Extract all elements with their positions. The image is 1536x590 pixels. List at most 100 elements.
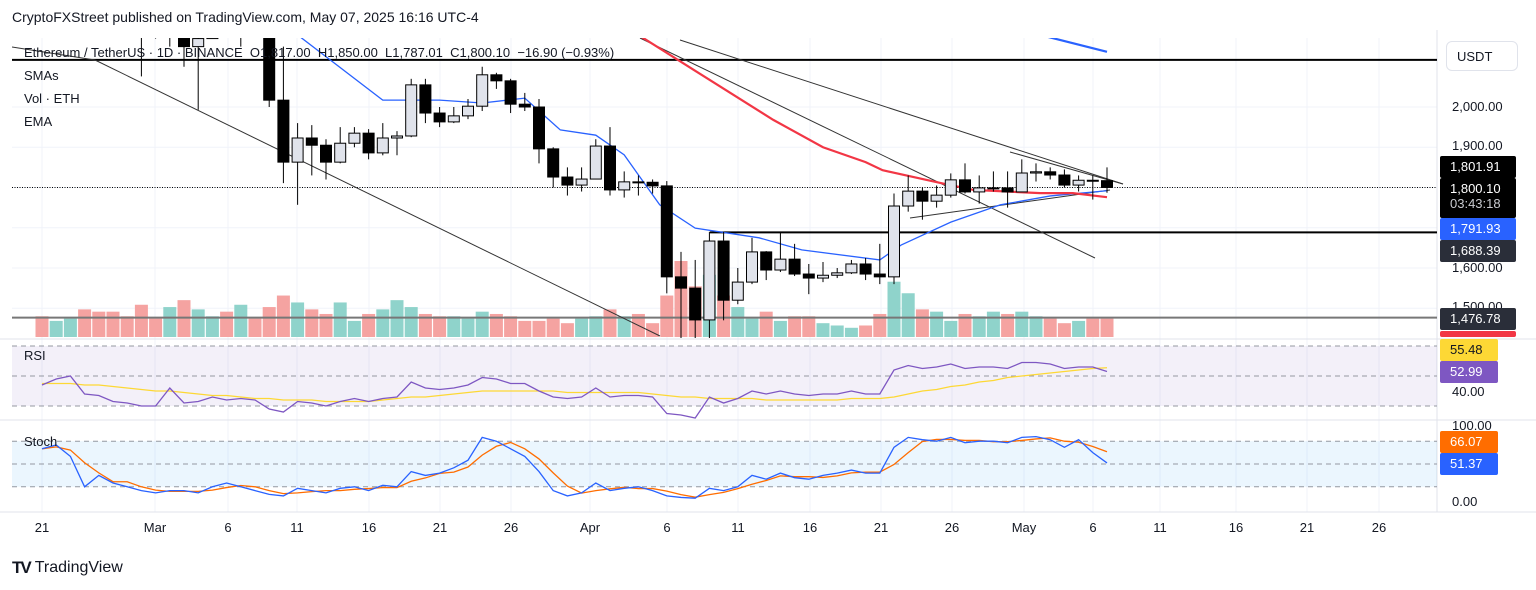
- trendline: [12, 46, 96, 61]
- rsi-tick: 40.00: [1452, 384, 1485, 399]
- volume-bar: [944, 320, 958, 337]
- volume-bar: [518, 320, 532, 337]
- volume-bar: [617, 316, 631, 337]
- candle-body: [504, 80, 517, 105]
- time-tick: 26: [503, 520, 519, 535]
- volume-bar: [404, 307, 418, 337]
- volume-bar: [333, 302, 347, 337]
- trendline: [639, 38, 1096, 259]
- candle-body: [717, 240, 730, 301]
- volume-bar: [589, 316, 603, 337]
- volume-bar: [859, 325, 873, 337]
- volume-bar: [276, 295, 290, 337]
- volume-bar: [773, 320, 787, 337]
- legend-rsi[interactable]: RSI: [24, 348, 46, 363]
- time-tick: 21: [873, 520, 889, 535]
- stoch-k-line: [41, 435, 1108, 499]
- candle-body: [632, 181, 645, 184]
- badge-high-line: 1,801.91: [1440, 156, 1516, 178]
- volume-bar: [901, 293, 915, 337]
- candle-body: [518, 103, 531, 108]
- time-tick: 16: [802, 520, 818, 535]
- candle-body: [291, 137, 304, 163]
- volume-bar: [958, 313, 972, 337]
- candle-body: [902, 190, 915, 207]
- volume-bar: [816, 323, 830, 337]
- candle-body: [490, 74, 503, 82]
- candle-body: [250, 27, 261, 33]
- volume-bar: [603, 309, 617, 337]
- candle-body: [178, 38, 190, 48]
- candle-body: [859, 263, 872, 275]
- candle-body: [831, 272, 844, 276]
- time-tick: 21: [432, 520, 448, 535]
- sma-short-line: [300, 38, 1108, 261]
- legend-volume[interactable]: Vol · ETH: [24, 91, 80, 106]
- volume-bar: [35, 316, 49, 337]
- volume-bar: [191, 309, 205, 337]
- candle-body: [703, 240, 716, 321]
- symbol-legend[interactable]: Ethereum / TetherUS · 1D · BINANCE O1,81…: [24, 45, 614, 60]
- candle-body: [888, 205, 900, 278]
- legend-stoch[interactable]: Stoch: [24, 434, 58, 449]
- time-tick: 6: [663, 520, 671, 535]
- volume-bar: [575, 318, 589, 337]
- badge-sma: 1,791.93: [1440, 218, 1516, 240]
- candle-body: [1086, 179, 1099, 182]
- ohlc-values: O1,817.00 H1,850.00 L1,787.01 C1,800.10 …: [249, 45, 615, 60]
- candle-body: [604, 145, 616, 191]
- time-tick: 21: [1299, 520, 1315, 535]
- badge-stoch-d: 66.07: [1440, 431, 1498, 453]
- volume-bar: [262, 307, 276, 337]
- candle-body: [433, 112, 446, 123]
- sma-long-line: [641, 38, 1108, 199]
- tradingview-logo[interactable]: TV TradingView: [12, 558, 123, 578]
- sma-long2-line: [1047, 38, 1108, 53]
- candle-body: [802, 273, 815, 279]
- trendline: [94, 59, 661, 337]
- volume-bar: [560, 323, 574, 337]
- legend-ema[interactable]: EMA: [24, 114, 53, 129]
- currency-button[interactable]: USDT: [1446, 41, 1518, 71]
- volume-bar: [347, 320, 361, 337]
- badge-level-2: 1,476.78: [1440, 308, 1516, 330]
- time-tick: 11: [290, 520, 304, 535]
- badge-rsi: 52.99: [1440, 361, 1498, 383]
- volume-bar: [802, 316, 816, 337]
- time-tick: 26: [944, 520, 960, 535]
- volume-bar: [759, 311, 773, 337]
- volume-bar: [447, 316, 461, 337]
- candle-body: [376, 137, 389, 154]
- volume-bar: [234, 304, 248, 337]
- main-pane: [12, 27, 1437, 338]
- legend-smas[interactable]: SMAs: [24, 68, 59, 83]
- candle-body: [235, 27, 246, 28]
- volume-bar: [92, 311, 106, 337]
- volume-bar: [134, 304, 148, 337]
- candle-body: [760, 251, 773, 271]
- volume-bar: [930, 311, 944, 337]
- volume-bar: [163, 307, 177, 337]
- candle-body: [362, 132, 375, 154]
- time-tick: Apr: [579, 520, 601, 535]
- volume-bar: [248, 318, 262, 337]
- candle-body: [476, 74, 489, 107]
- candle-body: [305, 137, 318, 146]
- badge-stoch-k: 51.37: [1440, 453, 1498, 475]
- candle-body: [419, 84, 432, 114]
- volume-bar: [532, 320, 546, 337]
- candle-body: [561, 176, 574, 186]
- bar-countdown: 03:43:18: [1450, 196, 1501, 211]
- time-tick: Mar: [143, 520, 167, 535]
- publish-info: CryptoFXStreet published on TradingView.…: [12, 9, 479, 25]
- rsi-line: [41, 361, 1108, 419]
- candle-body: [817, 274, 829, 279]
- candle-body: [987, 187, 1000, 190]
- volume-bar: [1057, 323, 1071, 337]
- candle-body: [589, 145, 602, 180]
- candle-body: [1101, 180, 1113, 188]
- volume-bar: [319, 313, 333, 337]
- price-tick: 1,900.00: [1452, 138, 1503, 153]
- badge-last-price: 1,800.10 03:43:18: [1440, 178, 1516, 218]
